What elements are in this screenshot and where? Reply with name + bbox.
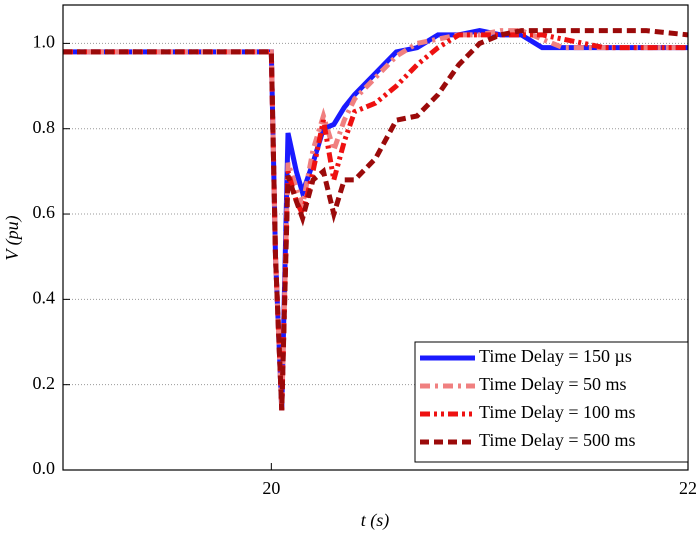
y-tick-label: 0.2 xyxy=(33,373,56,393)
legend-label: Time Delay = 50 ms xyxy=(479,374,627,394)
series-line xyxy=(63,28,688,411)
y-tick-label: 0.6 xyxy=(33,202,56,222)
y-tick-label: 0.0 xyxy=(33,458,56,478)
legend-label: Time Delay = 500 ms xyxy=(479,430,636,450)
y-tick-label: 0.4 xyxy=(33,287,56,307)
x-tick-label: 20 xyxy=(262,478,280,498)
legend-label: Time Delay = 100 ms xyxy=(479,402,636,422)
legend-label: Time Delay = 150 µs xyxy=(479,346,632,366)
plot-frame xyxy=(62,4,689,471)
x-axis-label: t (s) xyxy=(361,510,390,531)
series-line xyxy=(63,28,689,411)
x-tick-label: 22 xyxy=(679,478,697,498)
y-tick-label: 1.0 xyxy=(33,32,56,52)
legend: Time Delay = 150 µs Time Delay = 50 ms Tim… xyxy=(414,341,689,463)
y-tick-label: 0.8 xyxy=(33,117,56,137)
legend-box xyxy=(414,341,689,463)
y-axis-label: V (pu) xyxy=(2,215,23,260)
